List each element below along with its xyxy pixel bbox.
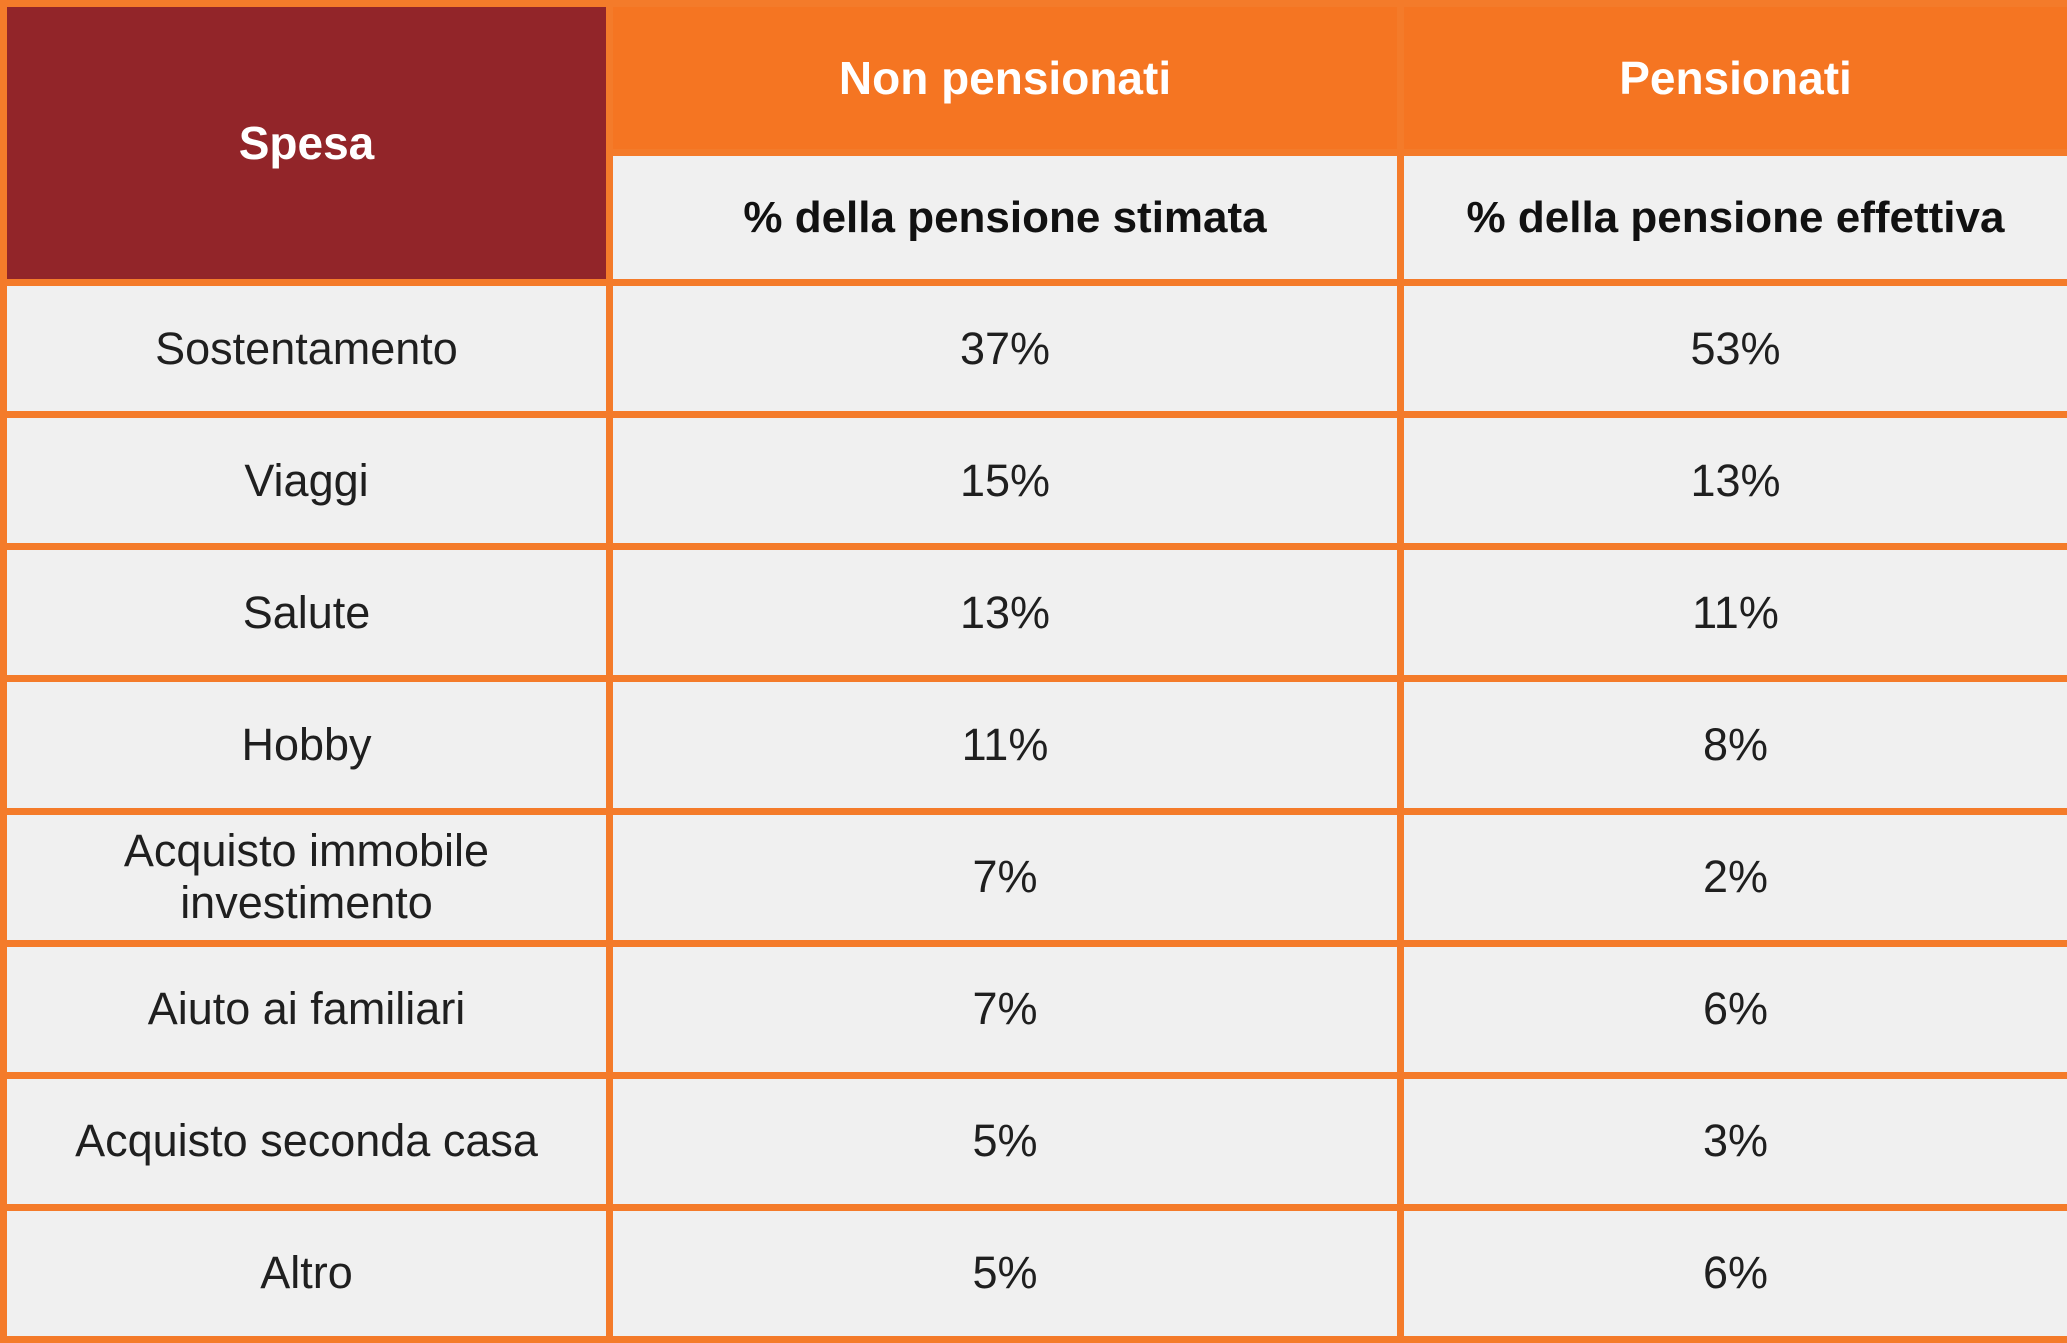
header-pensionati: Pensionati — [1397, 0, 2067, 156]
header-sub-row: % della pensione stimata % della pension… — [4, 149, 2067, 286]
cell-spesa: Acquisto immobile investimento — [0, 807, 613, 947]
table-row: Sostentamento 37% 53% — [0, 278, 2067, 419]
cell-non-pensionati: 5% — [606, 1203, 1404, 1343]
table-row: Viaggi 15% 13% — [0, 411, 2067, 551]
cell-pensionati: 8% — [1397, 675, 2067, 815]
table-row: Altro 5% 6% — [0, 1203, 2067, 1343]
cell-non-pensionati: 7% — [606, 939, 1404, 1079]
cell-spesa: Hobby — [0, 675, 613, 815]
table-row: Salute 13% 11% — [0, 543, 2067, 683]
header-non-pensionati: Non pensionati — [606, 0, 1404, 156]
cell-pensionati: 6% — [1397, 939, 2067, 1079]
table-row: Acquisto seconda casa 5% 3% — [0, 1071, 2067, 1211]
subheader-pensione-effettiva: % della pensione effettiva — [1397, 149, 2067, 286]
cell-pensionati: 6% — [1397, 1203, 2067, 1343]
cell-non-pensionati: 11% — [606, 675, 1404, 815]
cell-pensionati: 11% — [1397, 543, 2067, 683]
cell-spesa: Sostentamento — [0, 278, 613, 419]
cell-pensionati: 13% — [1397, 411, 2067, 551]
cell-pensionati: 2% — [1397, 807, 2067, 947]
cell-spesa: Aiuto ai familiari — [0, 939, 613, 1079]
table-row: Aiuto ai familiari 7% 6% — [0, 939, 2067, 1079]
cell-spesa: Altro — [0, 1203, 613, 1343]
cell-non-pensionati: 15% — [606, 411, 1404, 551]
table-row: Hobby 11% 8% — [0, 675, 2067, 815]
cell-spesa: Acquisto seconda casa — [0, 1071, 613, 1211]
header-group-row: Spesa Non pensionati Pensionati — [0, 0, 2067, 286]
cell-spesa: Viaggi — [0, 411, 613, 551]
cell-spesa: Salute — [0, 543, 613, 683]
cell-pensionati: 53% — [1397, 278, 2067, 419]
table-row: Acquisto immobile investimento 7% 2% — [0, 807, 2067, 947]
cell-pensionati: 3% — [1397, 1071, 2067, 1211]
cell-non-pensionati: 13% — [606, 543, 1404, 683]
cell-non-pensionati: 7% — [606, 807, 1404, 947]
subheader-pensione-stimata: % della pensione stimata — [606, 149, 1404, 286]
header-spesa: Spesa — [0, 0, 613, 286]
cell-non-pensionati: 37% — [606, 278, 1404, 419]
cell-non-pensionati: 5% — [606, 1071, 1404, 1211]
